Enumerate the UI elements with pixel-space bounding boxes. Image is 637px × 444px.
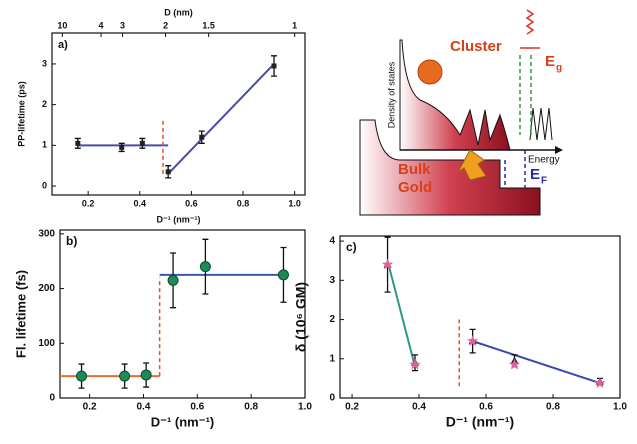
marker (199, 134, 205, 140)
bulk-label: Bulk (398, 161, 431, 178)
x-axis-label: D⁻¹ (nm⁻¹) (151, 414, 215, 429)
x2-tick-label: 4 (99, 20, 104, 30)
marker (277, 269, 289, 281)
x-tick-label: 0.2 (83, 402, 97, 413)
photon (525, 9, 535, 35)
fermi-sub: F (541, 176, 547, 187)
fit-line (167, 63, 275, 175)
cluster-icon (417, 59, 443, 85)
y-tick-label: 0 (49, 393, 55, 404)
cluster-label: Cluster (450, 38, 502, 55)
x-tick-label: 0.8 (546, 402, 560, 413)
bulk-band (359, 119, 541, 216)
x-tick-label: 0.4 (137, 402, 151, 413)
y-tick-label: 1 (42, 140, 47, 150)
marker (139, 140, 145, 146)
panel-label: a) (58, 39, 68, 51)
x-tick-label: 0.2 (82, 198, 95, 208)
marker (119, 370, 131, 382)
x2-tick-label: 3 (120, 20, 125, 30)
y-tick-label: 0 (42, 180, 47, 190)
fit-line (472, 340, 601, 385)
y-tick-label: 3 (42, 58, 47, 68)
x2-tick-label: 1.5 (202, 20, 215, 30)
y-axis-label: δ (10⁶ GM) (293, 282, 309, 352)
x-tick-label: 0.8 (237, 198, 250, 208)
x-tick-label: 1.0 (613, 402, 627, 413)
x-tick-label: 0.4 (134, 198, 147, 208)
x2-tick-label: 10 (57, 20, 67, 30)
marker (165, 169, 171, 175)
x2-tick-label: 1 (292, 20, 297, 30)
x-tick-label: 0.6 (190, 402, 204, 413)
arrow-head (555, 146, 563, 154)
y-tick-label: 2 (329, 314, 335, 325)
x-tick-label: 1.0 (288, 198, 301, 208)
x2-axis-label: D (nm) (164, 7, 193, 17)
marker (409, 358, 421, 370)
gap-label: E (545, 53, 555, 70)
y-tick-label: 200 (38, 283, 55, 294)
marker (508, 358, 521, 370)
y-tick-label: 100 (38, 338, 55, 349)
y-tick-label: 300 (38, 228, 55, 239)
x-axis-label: D⁻¹ (nm⁻¹) (157, 214, 201, 224)
x-axis-label: D⁻¹ (nm⁻¹) (446, 414, 514, 430)
y-axis-label: Fl. lifetime (fs) (13, 270, 28, 358)
panel-label: b) (66, 234, 77, 248)
x-tick-label: 0.8 (244, 402, 258, 413)
fit-line (386, 260, 416, 367)
gap-sub: g (556, 63, 562, 74)
plot-frame (339, 235, 621, 399)
marker (594, 377, 606, 388)
y-tick-label: 4 (329, 236, 335, 247)
x-tick-label: 0.6 (479, 402, 493, 413)
y-tick-label: 0 (329, 393, 335, 404)
marker (381, 258, 394, 270)
bulk-label: Gold (398, 179, 432, 196)
x-tick-label: 0.6 (185, 198, 198, 208)
plot-frame (51, 32, 306, 196)
fermi-label: E (530, 166, 540, 183)
plot-frame (59, 229, 306, 399)
x-tick-label: 1.0 (298, 402, 312, 413)
transfer-arrow (457, 149, 487, 181)
y-axis-label: PP-lifetime (ps) (16, 81, 26, 147)
x-tick-label: 0.2 (345, 402, 359, 413)
marker (167, 274, 179, 286)
cluster-dos (399, 39, 511, 151)
y-tick-label: 2 (42, 99, 47, 109)
cluster-levels (529, 107, 553, 141)
x-tick-label: 0.4 (412, 402, 426, 413)
x2-tick-label: 2 (163, 20, 168, 30)
marker (140, 369, 152, 381)
marker (199, 261, 211, 273)
panel-label: c) (346, 240, 357, 254)
y-tick-label: 3 (329, 275, 335, 286)
y-tick-label: 1 (329, 353, 335, 364)
diagram: Cluster E g Density of states Energy Bul… (359, 9, 563, 216)
marker (466, 335, 479, 346)
dos-label: Density of states (386, 61, 396, 128)
marker (76, 370, 88, 382)
marker (75, 140, 81, 146)
energy-label: Energy (528, 155, 560, 166)
marker (119, 144, 125, 150)
marker (271, 63, 277, 69)
